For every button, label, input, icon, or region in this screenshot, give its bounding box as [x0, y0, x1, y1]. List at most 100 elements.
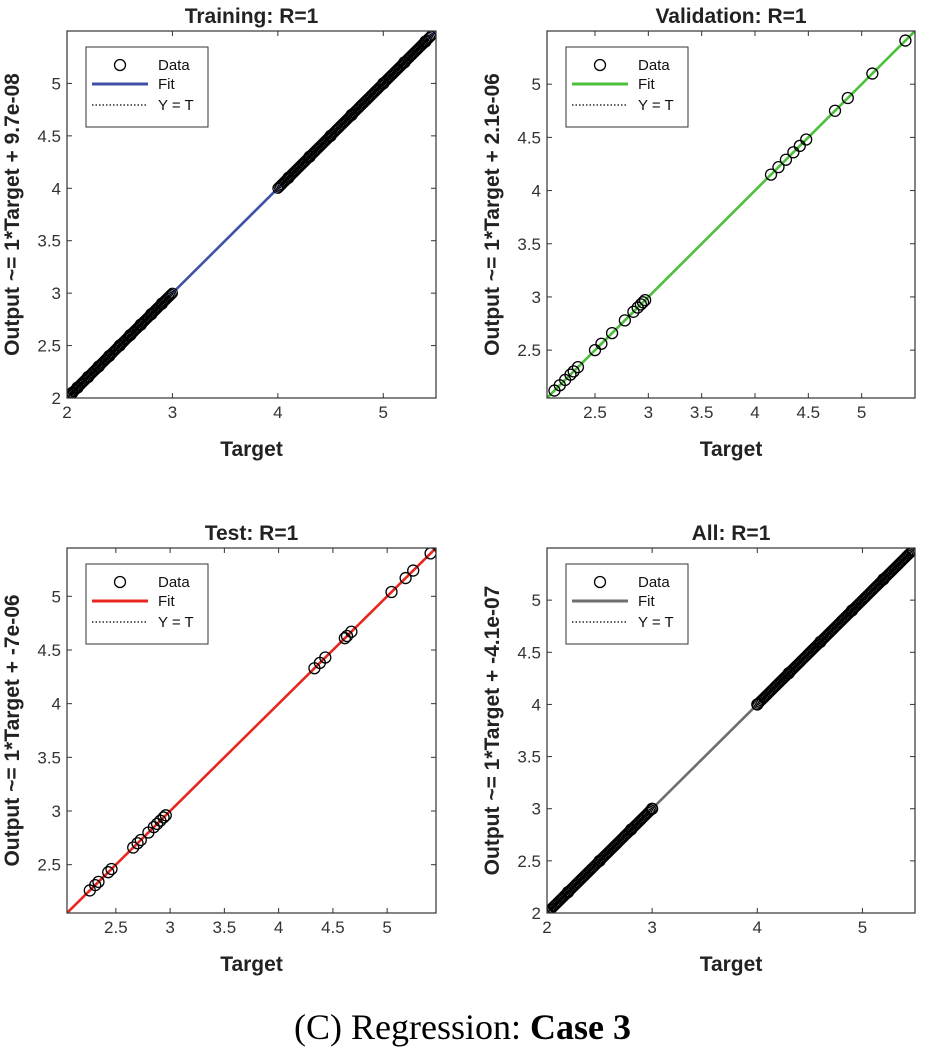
x-axis-label: Target [700, 438, 763, 461]
data-point [103, 349, 116, 363]
data-point [407, 564, 420, 577]
data-point [127, 841, 140, 854]
data-point [338, 632, 351, 645]
data-point [398, 56, 411, 69]
legend: Data Fit Y = T [85, 563, 209, 645]
panel-4: All: R=1 2 3 4 5 2 2.5 3 3.5 4 4.5 5 Target Output ~=… [481, 522, 916, 976]
data-point [904, 548, 915, 559]
y-tick-label: 5 [52, 587, 61, 606]
legend-label-data: Data [638, 57, 670, 74]
data-point [159, 809, 172, 822]
data-point [618, 314, 632, 327]
data-point [782, 666, 795, 680]
y-tick-label: 5 [532, 75, 541, 94]
x-tick-label: 2 [542, 918, 551, 937]
data-points-dense [751, 548, 915, 710]
y-tick-label: 4 [52, 695, 61, 714]
x-tick-label: 4.5 [797, 403, 821, 422]
data-point [419, 35, 432, 48]
data-point [81, 370, 95, 384]
data-point [421, 34, 433, 46]
caption-bold: Case 3 [529, 1007, 631, 1047]
axes-frame [546, 30, 916, 399]
data-point [800, 133, 813, 146]
data-point [564, 368, 577, 381]
data-point [92, 360, 105, 373]
y-tick-label: 3 [52, 284, 61, 303]
data-point [877, 573, 890, 586]
axes-frame [546, 547, 916, 914]
y-tick-label: 3 [52, 802, 61, 821]
data-point [906, 548, 915, 557]
data-point [145, 307, 158, 321]
y-tick-label: 3 [532, 800, 541, 819]
data-point [157, 811, 170, 824]
x-tick-label: 3 [647, 918, 656, 937]
data-point [131, 837, 144, 850]
regression-figure: Training: R=1 2 3 4 5 2 2.5 3 3.5 4 4.5 5 Target Outp… [1, 5, 916, 976]
legend-label-identity: Y = T [638, 97, 674, 114]
legend-label-fit: Fit [638, 76, 655, 93]
x-tick-label: 4 [273, 403, 282, 422]
data-point [423, 31, 436, 44]
x-tick-label: 2.5 [104, 918, 128, 937]
x-tick-label: 3.5 [213, 918, 237, 937]
data-point [163, 291, 175, 303]
y-tick-label: 3 [532, 288, 541, 307]
axes-frame [66, 30, 437, 399]
data-point [845, 604, 859, 617]
y-tick-label: 2.5 [517, 852, 541, 871]
x-tick-label: 4 [753, 918, 762, 937]
data-point [150, 817, 164, 831]
legend-marker-data [593, 58, 607, 72]
data-point [764, 168, 778, 181]
data-point [899, 34, 912, 47]
y-tick-label: 2 [532, 904, 541, 923]
chart-title: Test: R=1 [205, 522, 299, 545]
y-tick-label: 3.5 [37, 232, 61, 251]
data-point [340, 629, 354, 643]
chart-title: Validation: R=1 [655, 5, 806, 28]
y-tick-label: 3.5 [517, 235, 541, 254]
data-point [124, 328, 137, 342]
data-point [165, 288, 177, 300]
x-tick-label: 3.5 [690, 403, 714, 422]
data-point [642, 806, 654, 819]
x-axis-label: Target [700, 953, 763, 976]
data-point [814, 635, 827, 649]
y-tick-label: 4.5 [37, 641, 61, 660]
legend-label-identity: Y = T [158, 614, 194, 631]
data-point [303, 150, 316, 163]
panel-2: Validation: R=1 2.5 3 3.5 4 4.5 5 2.5 3 3.5 4 4.5 5 T… [481, 5, 916, 461]
legend: Data Fit Y = T [85, 46, 209, 128]
data-point [903, 548, 915, 560]
x-tick-label: 5 [382, 918, 391, 937]
legend-box [565, 563, 689, 645]
legend-label-identity: Y = T [638, 614, 674, 631]
legend-label-data: Data [158, 574, 190, 591]
data-point [772, 161, 785, 174]
data-point [828, 104, 842, 117]
fit-line [67, 548, 436, 913]
data-point [638, 293, 652, 307]
legend-label-fit: Fit [638, 593, 655, 610]
data-point [113, 339, 126, 352]
data-point [588, 343, 602, 357]
x-tick-label: 4 [750, 403, 759, 422]
x-axis-label: Target [220, 438, 283, 461]
x-tick-label: 3 [168, 403, 177, 422]
y-tick-label: 5 [52, 74, 61, 93]
x-tick-label: 5 [379, 403, 388, 422]
x-tick-label: 4.5 [321, 918, 345, 937]
x-tick-label: 5 [857, 403, 866, 422]
data-point [345, 108, 358, 122]
legend-label-fit: Fit [158, 76, 175, 93]
data-point [105, 862, 118, 876]
data-point [134, 833, 147, 847]
axes-frame [66, 547, 437, 914]
data-point [147, 820, 160, 834]
legend-marker-data [593, 575, 607, 589]
data-point [624, 823, 638, 836]
x-tick-label: 2.5 [583, 403, 607, 422]
legend-label-data: Data [638, 574, 670, 591]
